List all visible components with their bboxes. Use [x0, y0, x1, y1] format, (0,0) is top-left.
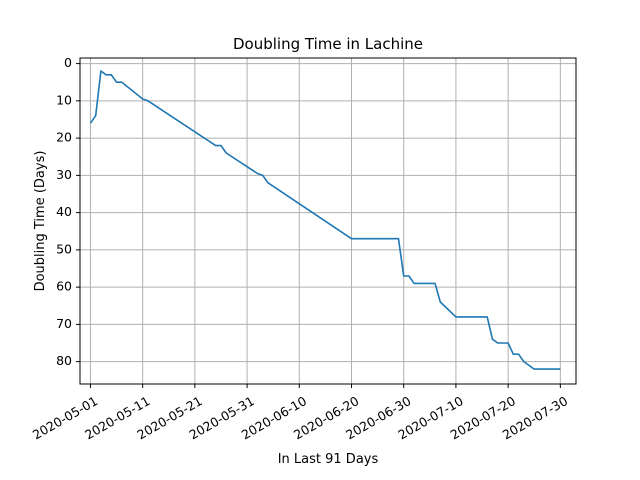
y-tick-label: 40	[56, 204, 72, 219]
y-tick-label: 80	[56, 353, 72, 368]
y-tick-label: 20	[56, 130, 72, 145]
y-tick-label: 60	[56, 279, 72, 294]
series-layer	[89, 70, 561, 370]
chart-title: Doubling Time in Lachine	[233, 35, 423, 53]
x-axis-title: In Last 91 Days	[278, 452, 379, 467]
y-axis: 0 10 20 30 40 50 60 70 80	[56, 55, 80, 368]
y-tick-label: 70	[56, 316, 72, 331]
y-tick-label: 30	[56, 167, 72, 182]
y-axis-title: Doubling Time (Days)	[33, 151, 48, 292]
y-tick-label: 10	[56, 92, 72, 107]
grid-lines	[80, 58, 576, 384]
y-tick-label: 0	[64, 55, 72, 70]
y-tick-label: 50	[56, 241, 72, 256]
plot-frame	[79, 57, 577, 385]
doubling-time-line	[89, 70, 561, 370]
